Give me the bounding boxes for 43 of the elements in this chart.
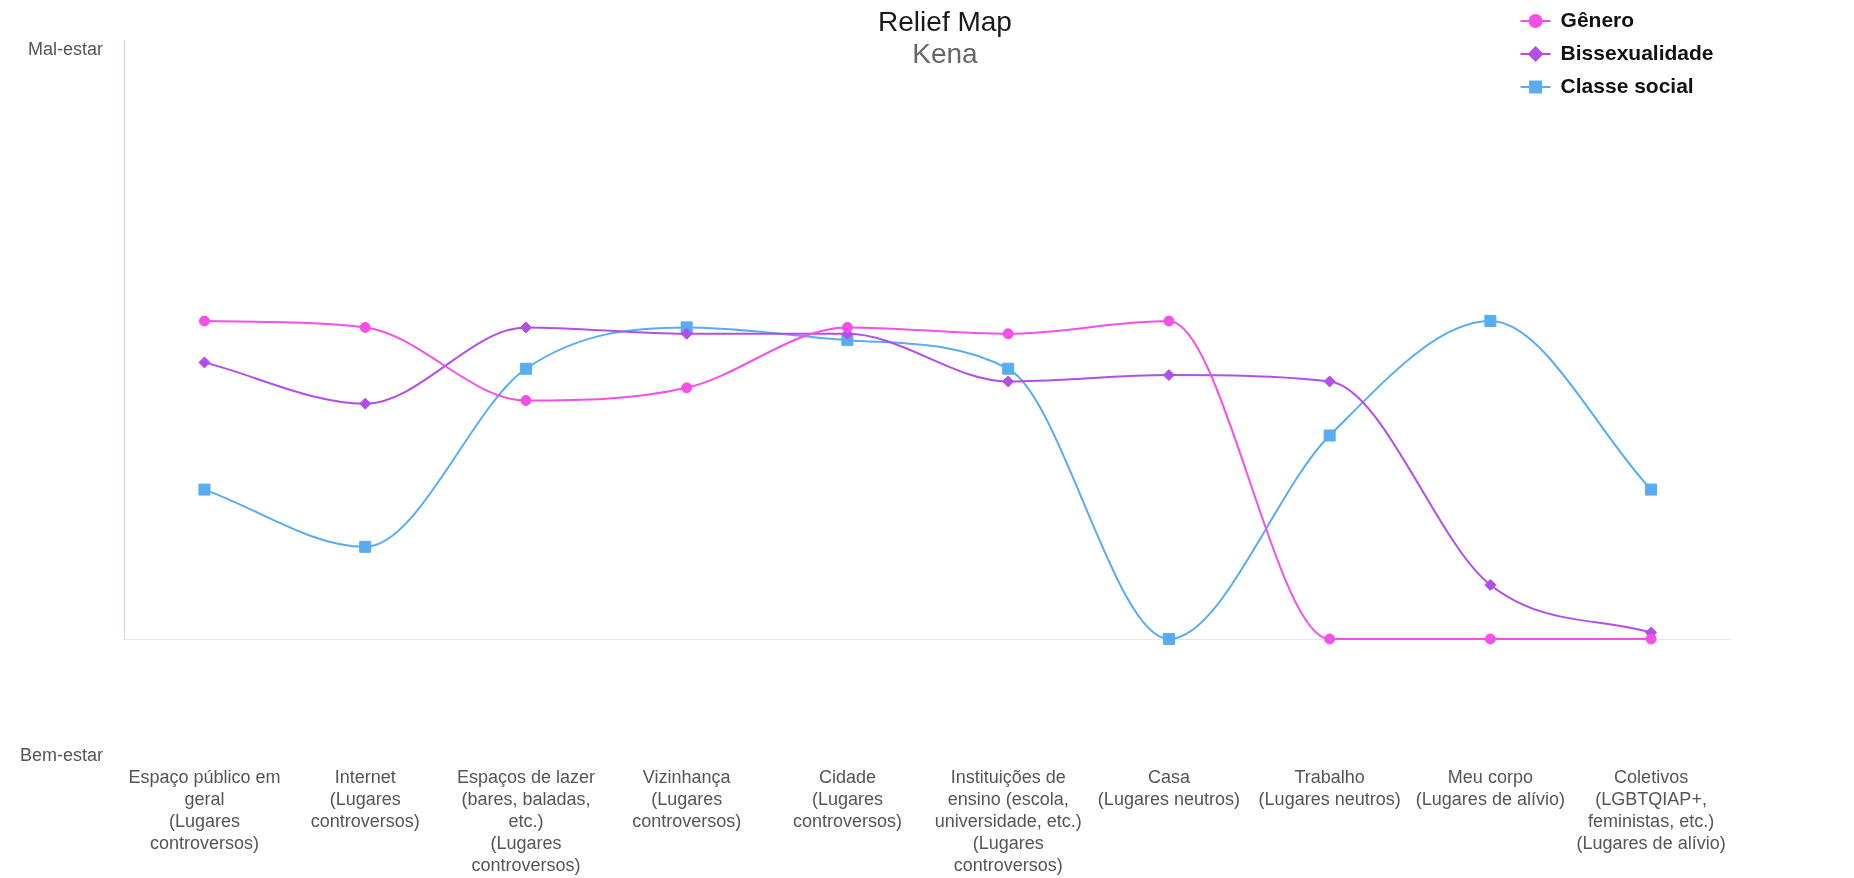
point: [1162, 369, 1175, 382]
x-tick-label: Internet (Lugares controversos): [310, 766, 420, 831]
x-tick-label: Espaço público em geral (Lugares controversos): [128, 766, 281, 853]
point: [1162, 632, 1175, 646]
legend-label: Classe social: [1560, 73, 1694, 97]
point: [359, 321, 371, 333]
x-tick-label: Instituições de ensino (escola, universidade, etc.) (Lugares controversos): [934, 766, 1082, 875]
legend-label: Bissexualidade: [1560, 40, 1714, 64]
point: [1645, 633, 1657, 645]
point: [1645, 483, 1658, 496]
point: [519, 362, 532, 375]
point: [520, 395, 532, 407]
point: [1323, 429, 1336, 442]
point: [198, 483, 211, 496]
point: [359, 540, 372, 553]
point: [1002, 328, 1014, 340]
point: [1002, 375, 1015, 388]
point: [1002, 362, 1015, 375]
point: [198, 356, 211, 369]
point: [841, 321, 853, 333]
x-tick-label: Cidade (Lugares controversos): [792, 766, 902, 831]
legend-label: Gênero: [1560, 7, 1635, 31]
point: [198, 315, 210, 327]
point: [359, 397, 372, 410]
point: [1324, 633, 1336, 645]
chart-subtitle: Kena: [912, 37, 979, 69]
x-tick-label: Espaços de lazer (bares, baladas, etc.) (Lugares controversos): [456, 766, 595, 875]
point: [680, 327, 693, 340]
point: [1484, 578, 1497, 591]
x-tick-label: Meu corpo (Lugares de alívio): [1415, 766, 1565, 809]
chart-title: Relief Map: [878, 5, 1012, 37]
point: [681, 382, 693, 394]
x-tick-label: Trabalho (Lugares neutros): [1258, 766, 1401, 809]
text: Mal-estar: [28, 38, 104, 59]
point: [519, 321, 532, 334]
text: Bem-estar: [20, 744, 104, 765]
point: [1484, 633, 1496, 645]
point: [1323, 375, 1336, 388]
point: [1163, 315, 1175, 327]
point: [1484, 315, 1497, 328]
x-tick-label: Coletivos (LGBTQIAP+, feministas, etc.) (Lugares de alívio): [1576, 766, 1726, 853]
x-tick-label: Vizinhança (Lugares controversos): [632, 766, 742, 831]
x-tick-label: Casa (Lugares neutros): [1097, 766, 1240, 809]
